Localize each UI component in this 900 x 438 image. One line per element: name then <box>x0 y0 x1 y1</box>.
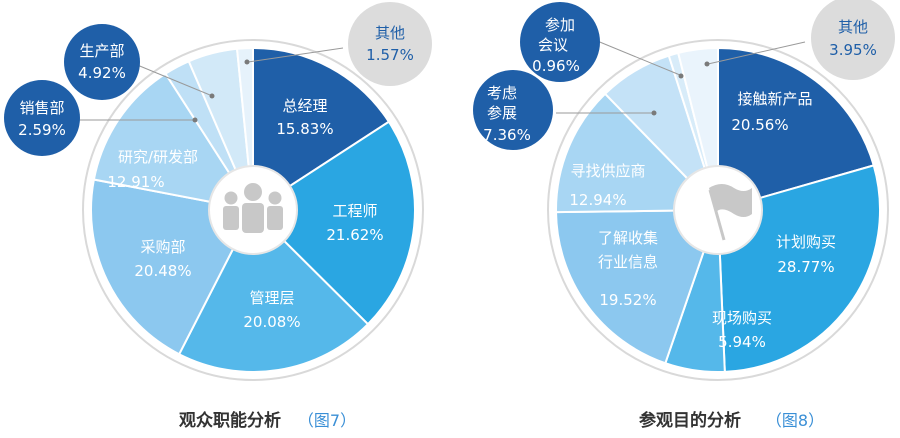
pie-slice-4 <box>92 72 256 212</box>
slice-value-industry-info: 19.52% <box>599 291 656 309</box>
callout-line-conference <box>589 37 681 76</box>
callout-dot-conference <box>678 73 684 79</box>
pie-slice-2 <box>177 208 370 373</box>
slice-value-plan-purchase: 28.77% <box>777 258 834 276</box>
slice-value-purchasing: 20.48% <box>134 262 191 280</box>
slice-label-purchasing: 采购部 <box>140 238 185 256</box>
slice-value-rnd: 12.91% <box>107 173 164 191</box>
pie-slice-3 <box>555 208 720 365</box>
slice-label-general-manager: 总经理 <box>282 97 327 115</box>
chart-title: 参观目的分析 <box>639 410 741 431</box>
callout-label-other: 其他 <box>375 24 405 42</box>
slice-value-find-suppliers: 12.94% <box>569 191 626 209</box>
callout-bubble-production <box>64 24 140 100</box>
slice-label-new-products: 接触新产品 <box>737 90 812 108</box>
slice-value-general-manager: 15.83% <box>276 120 333 138</box>
slice-value-new-products: 20.56% <box>731 116 788 134</box>
callout-bubble-conference <box>520 2 600 82</box>
slice-value-management: 20.08% <box>243 313 300 331</box>
figure-number: （图8） <box>766 411 824 430</box>
callout-label-conference-line2: 会议 <box>538 36 568 54</box>
callout-line-other <box>707 41 806 65</box>
callout-line-other <box>247 47 344 63</box>
callout-label-consider-exhibit-line1: 考虑 <box>487 84 517 102</box>
callout-value-production: 4.92% <box>78 64 126 82</box>
callout-label-production: 生产部 <box>79 42 124 60</box>
callout-value-other: 3.95% <box>829 41 877 59</box>
pie-slice-0 <box>252 46 391 212</box>
audience-role-pie-chart: 总经理 15.83% 工程师 21.62% 管理层 20.08% 采购部 20.… <box>4 2 432 431</box>
pie-slice-4 <box>555 92 721 214</box>
figure-number: （图7） <box>298 411 356 430</box>
slice-label-management: 管理层 <box>249 289 294 307</box>
callout-bubble-other <box>811 0 895 80</box>
people-icon <box>223 183 283 233</box>
callout-label-other: 其他 <box>838 18 868 36</box>
slice-label-industry-info-line2: 行业信息 <box>598 253 658 271</box>
callout-dot-consider-exhibit <box>651 110 657 116</box>
slice-value-onsite-purchase: 5.94% <box>718 333 766 351</box>
callout-dot-sales <box>192 117 198 123</box>
chart-title: 观众职能分析 <box>178 410 281 431</box>
slice-label-industry-info-line1: 了解收集 <box>598 229 658 247</box>
visit-purpose-pie-chart: 接触新产品 20.56% 计划购买 28.77% 现场购买 5.94% 了解收集… <box>473 0 895 431</box>
callout-bubble-other <box>348 2 432 86</box>
callout-value-other: 1.57% <box>366 46 414 64</box>
slice-label-engineer: 工程师 <box>332 202 377 220</box>
callout-value-consider-exhibit: 7.36% <box>483 126 531 144</box>
callout-label-consider-exhibit-line2: 参展 <box>487 104 517 122</box>
callout-bubble-consider-exhibit <box>473 70 553 150</box>
slice-label-find-suppliers: 寻找供应商 <box>570 162 645 180</box>
slice-label-rnd: 研究/研发部 <box>118 148 198 166</box>
callout-bubble-sales <box>4 80 80 156</box>
callout-label-conference-line1: 参加 <box>545 16 575 34</box>
pie-slice-0 <box>717 46 875 212</box>
callout-value-conference: 0.96% <box>532 57 580 75</box>
callout-line-production <box>129 61 211 96</box>
callout-dot-production <box>209 93 215 99</box>
slice-label-plan-purchase: 计划购买 <box>776 233 836 251</box>
callout-dot-other <box>244 59 250 65</box>
callout-label-sales: 销售部 <box>19 99 64 117</box>
slice-label-onsite-purchase: 现场购买 <box>712 309 772 327</box>
flag-icon <box>708 184 752 241</box>
pie-slice-1 <box>251 120 416 326</box>
slice-value-engineer: 21.62% <box>326 226 383 244</box>
callout-dot-other <box>704 61 710 67</box>
callout-value-sales: 2.59% <box>18 121 66 139</box>
